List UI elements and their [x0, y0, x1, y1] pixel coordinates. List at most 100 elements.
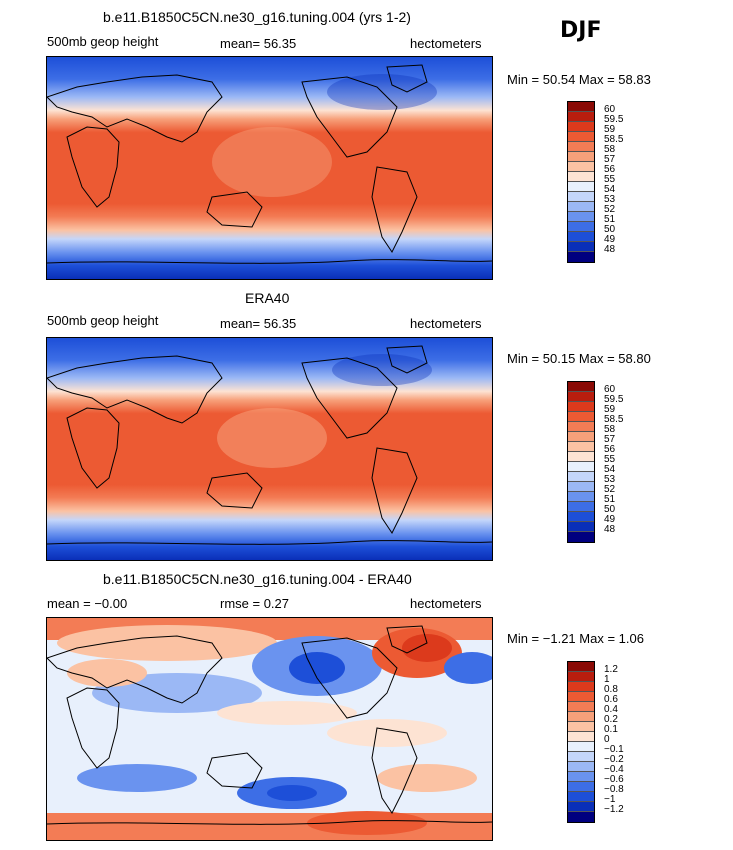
colorbar-label: −0.2	[604, 754, 624, 765]
panel-mean-model: mean= 56.35	[220, 36, 297, 51]
panel-title-obs: ERA40	[245, 290, 290, 306]
greenland-outline	[386, 64, 428, 93]
map-obs-svg	[47, 338, 492, 560]
diff-pacific-core	[289, 652, 345, 684]
colorbar-label: 56	[604, 164, 616, 175]
colorbar-diff-cell	[568, 692, 594, 702]
colorbar-diff-cell	[568, 712, 594, 722]
subtropical-ridge-model	[212, 127, 332, 197]
colorbar-label: 48	[604, 524, 616, 535]
subtropical-ridge-obs	[217, 408, 327, 468]
colorbar-label: 52	[604, 484, 616, 495]
africa-outline	[66, 687, 120, 769]
colorbar-label: 60	[604, 384, 616, 395]
diff-atlantic-south-pos	[377, 764, 477, 792]
panel-mean-diff: mean = −0.00	[47, 596, 128, 611]
antarctica-outline	[47, 820, 492, 825]
colorbar-model-cell	[568, 252, 594, 262]
colorbar-diff-cell	[568, 722, 594, 732]
panel-rmse-diff: rmse = 0.27	[220, 596, 290, 611]
colorbar-label: 59	[604, 124, 616, 135]
north-america-outline	[301, 76, 398, 158]
colorbar-label: 59.5	[604, 114, 624, 125]
colorbar-diff-cell	[568, 682, 594, 692]
colorbar-label: 0.4	[604, 704, 618, 715]
colorbar-model	[567, 101, 595, 263]
colorbar-diff-cell	[568, 702, 594, 712]
map-diff-svg	[47, 618, 492, 840]
colorbar-obs-cell	[568, 512, 594, 522]
eurasia-outline	[47, 74, 223, 143]
colorbar-obs-cell	[568, 432, 594, 442]
colorbar-model-cell	[568, 112, 594, 122]
panel-title-model: b.e11.B1850C5CN.ne30_g16.tuning.004 (yrs…	[103, 9, 411, 25]
diff-atlantic-neg	[444, 652, 492, 684]
colorbar-model-cell	[568, 212, 594, 222]
panel-left-label-model: 500mb geop height	[47, 34, 159, 49]
australia-outline	[206, 472, 263, 509]
colorbar-model-cell	[568, 122, 594, 132]
colorbar-model-cell	[568, 162, 594, 172]
colorbar-obs-cell	[568, 442, 594, 452]
diff-south-band	[47, 813, 492, 840]
polar-trough-obs	[332, 354, 432, 386]
season-label: DJF	[560, 18, 602, 43]
greenland-outline	[386, 625, 428, 654]
colorbar-obs-cell	[568, 482, 594, 492]
colorbar-label: 55	[604, 454, 616, 465]
south-america-outline	[371, 727, 418, 814]
colorbar-label: 0.8	[604, 684, 618, 695]
colorbar-obs-cell	[568, 502, 594, 512]
colorbar-label: 51	[604, 494, 616, 505]
colorbar-label: 59.5	[604, 394, 624, 405]
colorbar-diff-cell	[568, 662, 594, 672]
colorbar-label: 49	[604, 514, 616, 525]
diff-eurasia-pos	[57, 625, 277, 661]
colorbar-diff-cell	[568, 782, 594, 792]
diff-southern-neg-west	[77, 764, 197, 792]
colorbar-obs-cell	[568, 522, 594, 532]
colorbar-label: 60	[604, 104, 616, 115]
diff-tropical-pos	[327, 719, 447, 747]
colorbar-obs-cell	[568, 452, 594, 462]
coastlines-model	[47, 64, 492, 264]
colorbar-model-cell	[568, 172, 594, 182]
colorbar-label: 54	[604, 184, 616, 195]
antarctica-outline	[47, 259, 492, 264]
diff-southern-core	[267, 785, 317, 801]
colorbar-label: −0.6	[604, 774, 624, 785]
south-america-outline	[371, 166, 418, 253]
colorbar-obs-cell	[568, 412, 594, 422]
colorbar-model-cell	[568, 142, 594, 152]
colorbar-label: −0.8	[604, 784, 624, 795]
africa-outline	[66, 407, 120, 489]
colorbar-diff-cell	[568, 792, 594, 802]
panel-units-obs: hectometers	[410, 316, 482, 331]
colorbar-label: 53	[604, 194, 616, 205]
colorbar-label: 54	[604, 464, 616, 475]
colorbar-label: 48	[604, 244, 616, 255]
colorbar-obs-cell	[568, 462, 594, 472]
colorbar-model-cell	[568, 232, 594, 242]
colorbar-label: 51	[604, 214, 616, 225]
colorbar-model-cell	[568, 152, 594, 162]
colorbar-diff-cell	[568, 772, 594, 782]
colorbar-diff-cell	[568, 802, 594, 812]
colorbar-model-cell	[568, 202, 594, 212]
panel-minmax-obs: Min = 50.15 Max = 58.80	[507, 351, 651, 366]
panel-units-model: hectometers	[410, 36, 482, 51]
colorbar-label: 56	[604, 444, 616, 455]
colorbar-label: 53	[604, 474, 616, 485]
colorbar-model-cell	[568, 182, 594, 192]
colorbar-label: 52	[604, 204, 616, 215]
colorbar-label: −1.2	[604, 804, 624, 815]
north-america-outline	[301, 637, 398, 719]
colorbar-label: 0.6	[604, 694, 618, 705]
colorbar-label: 50	[604, 504, 616, 515]
colorbar-obs-cell	[568, 472, 594, 482]
panel-mean-obs: mean= 56.35	[220, 316, 297, 331]
colorbar-obs-cell	[568, 402, 594, 412]
colorbar-diff-cell	[568, 742, 594, 752]
diff-south-core	[307, 811, 427, 835]
colorbar-label: 58.5	[604, 134, 624, 145]
